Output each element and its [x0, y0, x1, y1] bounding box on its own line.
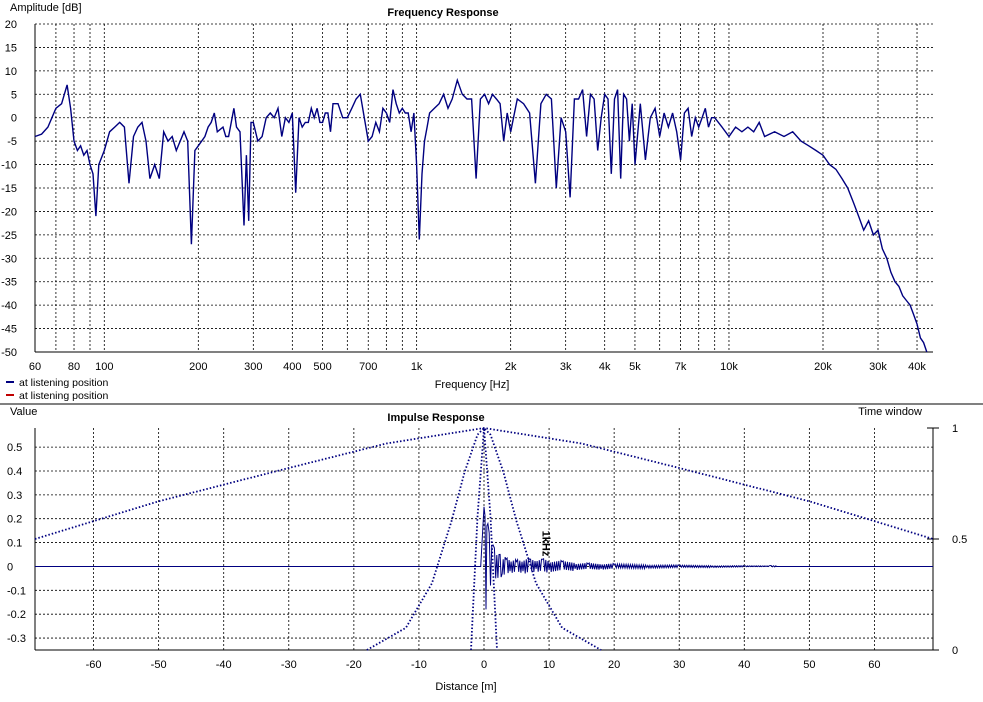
fr-x-tick-label: 500 — [313, 361, 331, 373]
ir-x-tick-label: -60 — [86, 659, 102, 671]
fr-legend: at listening position at listening posit… — [6, 377, 108, 402]
fr-x-tick-label: 4k — [599, 361, 611, 373]
fr-y-tick-label: 0 — [11, 113, 17, 125]
ir-y-tick-label: 0.4 — [7, 466, 22, 478]
fr-x-tick-label: 7k — [675, 361, 687, 373]
ir-y-tick-label: 0.5 — [7, 442, 22, 454]
ir-x-tick-label: -30 — [281, 659, 297, 671]
ir-time-window-label: Time window — [858, 406, 922, 418]
fr-x-tick-label: 30k — [869, 361, 887, 373]
ir-time-window-tick-labels: 10.50 — [927, 423, 967, 657]
fr-x-tick-labels: 60 80 100 200 300 400 500 700 1k 2k 3k 4k 5k 7k 10k 20k… — [29, 361, 927, 373]
ir-x-tick-label: -40 — [216, 659, 232, 671]
fr-y-tick-label: -30 — [1, 253, 17, 265]
ir-y-tick-label: 0 — [7, 561, 13, 573]
ir-x-tick-labels: -60 -50 -40 -30 -20 -10 0 10 20 30 40 50 60 — [86, 659, 881, 671]
fr-y-tick-label: -45 — [1, 324, 17, 336]
ir-time-window-tick-label: 0 — [952, 645, 958, 657]
fr-x-tick-label: 400 — [283, 361, 301, 373]
ir-time-window-curves — [34, 426, 934, 651]
ir-x-tick-label: 30 — [673, 659, 685, 671]
ir-series-line — [35, 506, 933, 610]
ir-x-tick-label: -50 — [151, 659, 167, 671]
ir-y-tick-label: 0.2 — [7, 514, 22, 526]
fr-x-tick-label: 200 — [189, 361, 207, 373]
ir-y-tick-label: -0.3 — [7, 633, 26, 645]
fr-y-tick-label: -5 — [7, 136, 17, 148]
ir-x-tick-label: 60 — [868, 659, 880, 671]
ir-y-tick-label: 0.1 — [7, 538, 22, 550]
fr-x-tick-label: 2k — [505, 361, 517, 373]
frequency-response-chart: 20 15 10 5 0 -5 -10 -15 -20 -25 -30 -35 -40 -45 -50 60… — [1, 2, 933, 402]
ir-y-tick-label: -0.2 — [7, 609, 26, 621]
fr-title: Frequency Response — [387, 7, 498, 19]
fr-x-tick-label: 700 — [359, 361, 377, 373]
ir-y-axis-label: Value — [10, 406, 37, 418]
fr-y-tick-label: 5 — [11, 89, 17, 101]
fr-y-tick-label: 20 — [5, 19, 17, 31]
ir-grid — [35, 428, 933, 650]
fr-y-tick-label: -40 — [1, 300, 17, 312]
fr-x-tick-label: 40k — [908, 361, 926, 373]
ir-x-tick-label: 40 — [738, 659, 750, 671]
ir-x-tick-label: -20 — [346, 659, 362, 671]
fr-y-tick-label: -20 — [1, 206, 17, 218]
fr-y-tick-label: -10 — [1, 160, 17, 172]
fr-y-tick-label: 10 — [5, 66, 17, 78]
fr-series-line — [34, 77, 928, 353]
ir-x-tick-label: 20 — [608, 659, 620, 671]
fr-x-tick-label: 80 — [68, 361, 80, 373]
legend-entry-1: at listening position — [19, 377, 108, 389]
ir-time-window-wide-window — [34, 427, 934, 540]
fr-y-tick-label: -50 — [1, 347, 17, 359]
ir-y-tick-labels: 0.5 0.4 0.3 0.2 0.1 0 -0.1 -0.2 -0.3 — [7, 442, 26, 645]
fr-y-tick-label: -25 — [1, 230, 17, 242]
ir-x-axis-label: Distance [m] — [435, 681, 496, 693]
impulse-response-chart: 0.50.40.30.20.10-0.1-0.2-0.3 10.50 -60 -5… — [7, 406, 967, 693]
fr-x-tick-label: 1k — [411, 361, 423, 373]
fr-x-tick-label: 5k — [629, 361, 641, 373]
ir-annotation-1khz: 1kHz — [540, 531, 552, 557]
ir-x-tick-label: 10 — [543, 659, 555, 671]
fr-x-tick-label: 100 — [95, 361, 113, 373]
ir-x-tick-label: -10 — [411, 659, 427, 671]
ir-y-tick-label: 0.3 — [7, 490, 22, 502]
fr-x-tick-label: 10k — [720, 361, 738, 373]
ir-title: Impulse Response — [387, 412, 484, 424]
ir-x-tick-label: 50 — [803, 659, 815, 671]
fr-y-tick-label: 15 — [5, 42, 17, 54]
fr-y-tick-labels: 20 15 10 5 0 -5 -10 -15 -20 -25 -30 -35 -40 -45 -50 — [1, 19, 17, 359]
legend-entry-2: at listening position — [19, 390, 108, 402]
fr-y-tick-label: -15 — [1, 183, 17, 195]
fr-x-tick-label: 300 — [244, 361, 262, 373]
ir-time-window-spike — [470, 427, 498, 651]
ir-time-window-tick-label: 1 — [952, 423, 958, 435]
fr-x-tick-label: 20k — [814, 361, 832, 373]
fr-x-axis-label: Frequency [Hz] — [435, 379, 510, 391]
ir-time-window-tick-label: 0.5 — [952, 534, 967, 546]
ir-y-tick-label: -0.1 — [7, 585, 26, 597]
fr-x-tick-label: 3k — [560, 361, 572, 373]
fr-y-axis-label: Amplitude [dB] — [10, 2, 82, 14]
fr-y-tick-label: -35 — [1, 277, 17, 289]
fr-x-tick-label: 60 — [29, 361, 41, 373]
ir-x-tick-label: 0 — [481, 659, 487, 671]
